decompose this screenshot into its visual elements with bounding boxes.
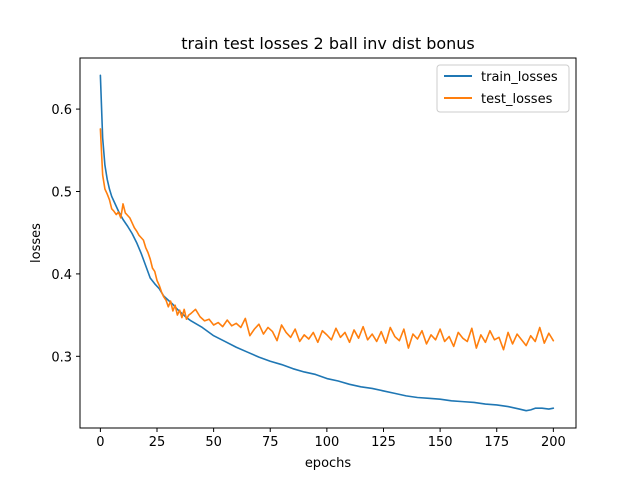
x-tick-label: 125	[371, 435, 396, 450]
y-tick-label: 0.4	[51, 268, 72, 283]
y-tick-label: 0.6	[51, 103, 72, 118]
legend: train_losses test_losses	[436, 64, 570, 113]
y-axis-label: losses	[29, 223, 44, 263]
plot-frame	[79, 57, 577, 429]
y-axis: 0.3 0.4 0.5 0.6	[51, 103, 80, 365]
x-tick-label: 200	[541, 435, 566, 450]
series-layer	[99, 74, 555, 412]
x-tick-label: 0	[96, 435, 104, 450]
x-tick-label: 75	[262, 435, 279, 450]
series-line-train-losses	[99, 74, 555, 412]
legend-label-test-losses: test_losses	[481, 92, 553, 107]
x-tick-label: 25	[149, 435, 166, 450]
series-line-test-losses	[99, 128, 555, 351]
x-axis-label: epochs	[305, 456, 352, 471]
legend-label-train-losses: train_losses	[481, 70, 558, 85]
x-tick-label: 50	[205, 435, 222, 450]
x-axis: 0 25 50 75 100 125 150 175 200	[96, 428, 566, 450]
x-tick-label: 175	[484, 435, 509, 450]
chart-title: train test losses 2 ball inv dist bonus	[181, 34, 475, 53]
y-tick-label: 0.5	[51, 185, 72, 200]
y-tick-label: 0.3	[51, 350, 72, 365]
x-tick-label: 150	[428, 435, 453, 450]
x-tick-label: 100	[314, 435, 339, 450]
